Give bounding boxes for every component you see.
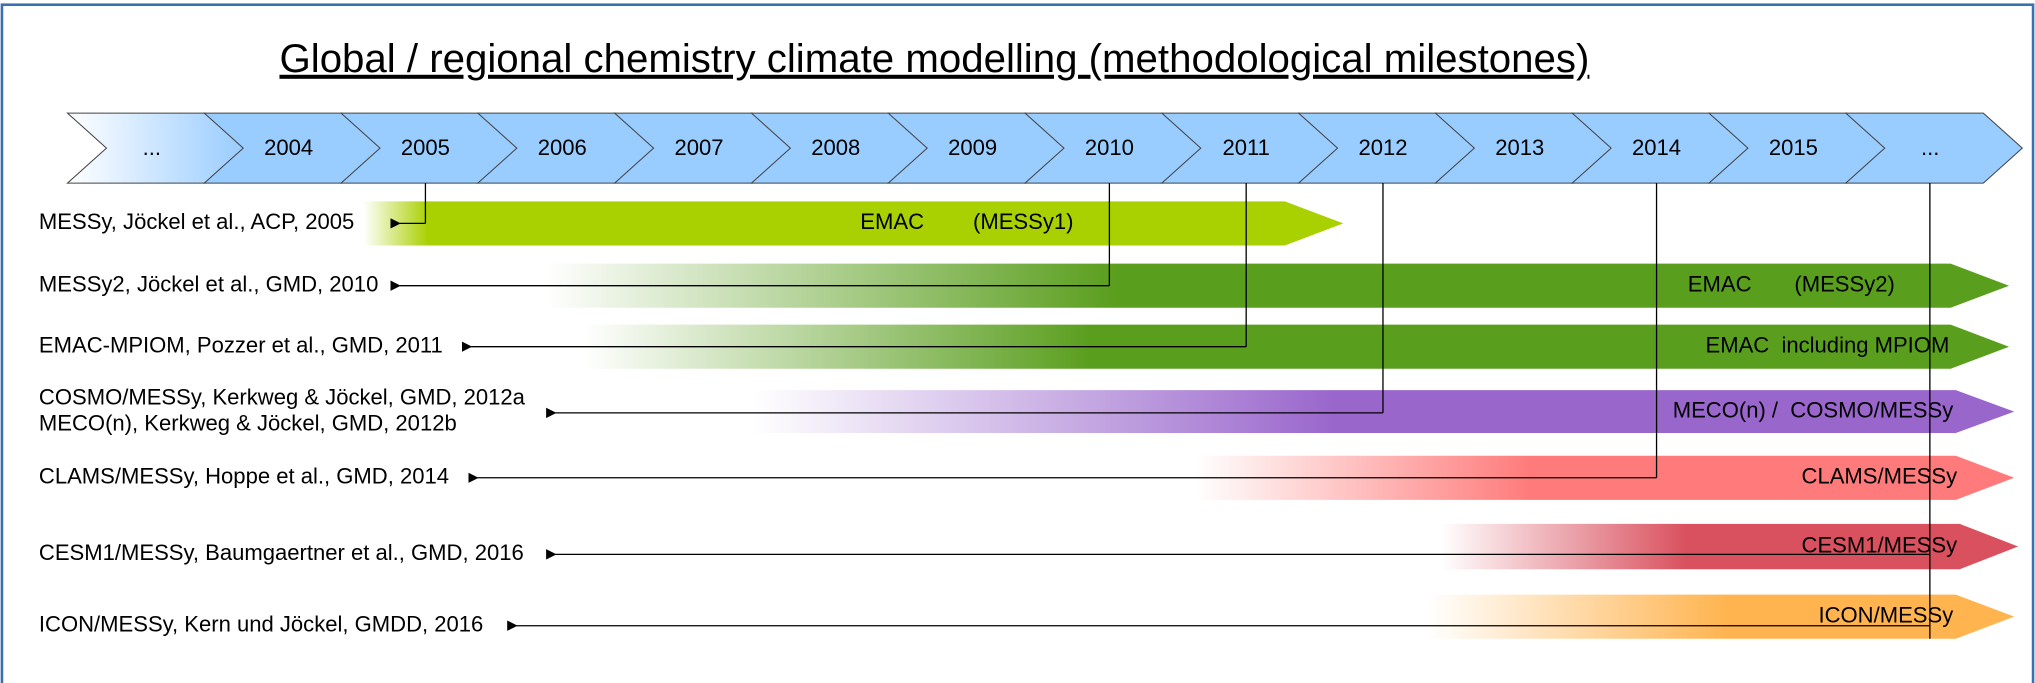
year-label: 2012: [1358, 135, 1407, 160]
year-label: 2015: [1769, 135, 1818, 160]
reference: MESSy2, Jöckel et al., GMD, 2010: [39, 272, 378, 297]
year-label: 2009: [948, 135, 997, 160]
model-band: [584, 324, 2010, 369]
model-label: CLAMS/MESSy: [1802, 464, 1958, 489]
chevron: [1844, 112, 2024, 184]
model-label: MECO(n) / COSMO/MESSy: [1673, 397, 1954, 422]
reference: CLAMS/MESSy, Hoppe et al., GMD, 2014: [39, 464, 449, 489]
reference: MESSy, Jöckel et al., ACP, 2005: [39, 209, 354, 234]
year-label: ...: [1921, 135, 1939, 160]
model-band: [545, 263, 2010, 308]
reference: ICON/MESSy, Kern und Jöckel, GMDD, 2016: [39, 612, 483, 637]
title: Global / regional chemistry climate mode…: [279, 36, 1589, 81]
model-label: ICON/MESSy: [1818, 602, 1953, 627]
model-label: EMAC (MESSy1): [860, 209, 1073, 234]
year-label: 2007: [674, 135, 723, 160]
year-label: 2013: [1495, 135, 1544, 160]
reference: MECO(n), Kerkweg & Jöckel, GMD, 2012b: [39, 410, 457, 435]
year-label: 2005: [401, 135, 450, 160]
model-band: [1427, 594, 2015, 639]
year-label: 2011: [1222, 135, 1269, 160]
model-label: CESM1/MESSy: [1802, 532, 1958, 557]
reference: CESM1/MESSy, Baumgaertner et al., GMD, 2…: [39, 540, 524, 565]
model-band: [1440, 523, 2019, 570]
year-label: 2014: [1632, 135, 1681, 160]
model-label: EMAC including MPIOM: [1706, 333, 1950, 358]
frame: [0, 3, 2035, 683]
reference: EMAC-MPIOM, Pozzer et al., GMD, 2011: [39, 333, 443, 358]
year-label: 2004: [264, 135, 313, 160]
model-label: EMAC (MESSy2): [1688, 272, 1895, 297]
year-label: ...: [143, 135, 161, 160]
year-label: 2008: [811, 135, 860, 160]
model-band: [363, 201, 1344, 246]
year-label: 2006: [538, 135, 587, 160]
reference: COSMO/MESSy, Kerkweg & Jöckel, GMD, 2012…: [39, 384, 526, 409]
year-label: 2010: [1085, 135, 1134, 160]
